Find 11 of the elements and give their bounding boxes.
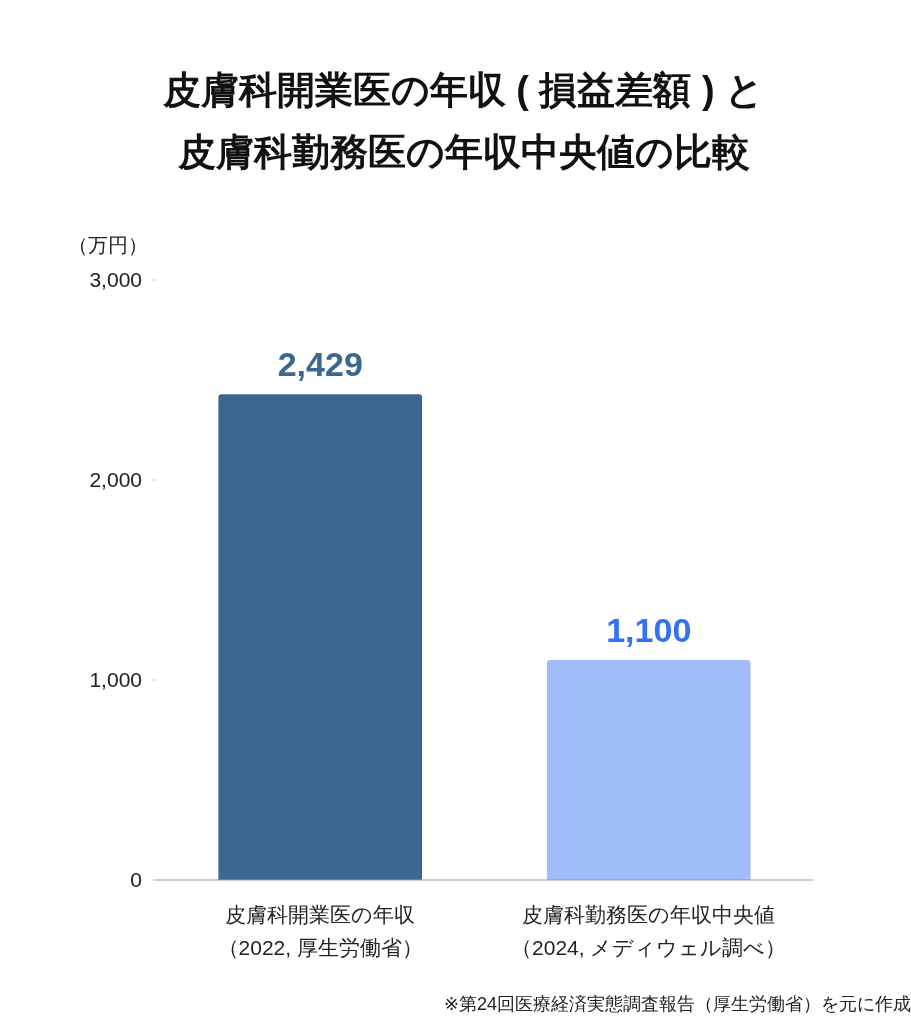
text: ※第24回医療経済実態調査報告（厚生労働省）を元に作成 [443,994,911,1014]
y-tick-label: 1,000 [89,668,142,691]
x-tick-label: 皮膚科開業医の年収（2022, 厚生労働省） [217,903,423,959]
chart-title: 皮膚科開業医の年収 ( 損益差額 ) と皮膚科勤務医の年収中央値の比較 [161,69,765,173]
y-tick-label: 0 [130,868,142,891]
y-tick-label: 3,000 [89,268,142,291]
data-label: 1,100 [606,611,692,649]
y-axis-title: （万円） [68,234,148,256]
x-tick-label: 皮膚科勤務医の年収中央値（2024, メディウェル調べ） [511,903,787,959]
data-label: 2,429 [277,345,363,384]
y-tick-label: 2,000 [89,468,142,491]
